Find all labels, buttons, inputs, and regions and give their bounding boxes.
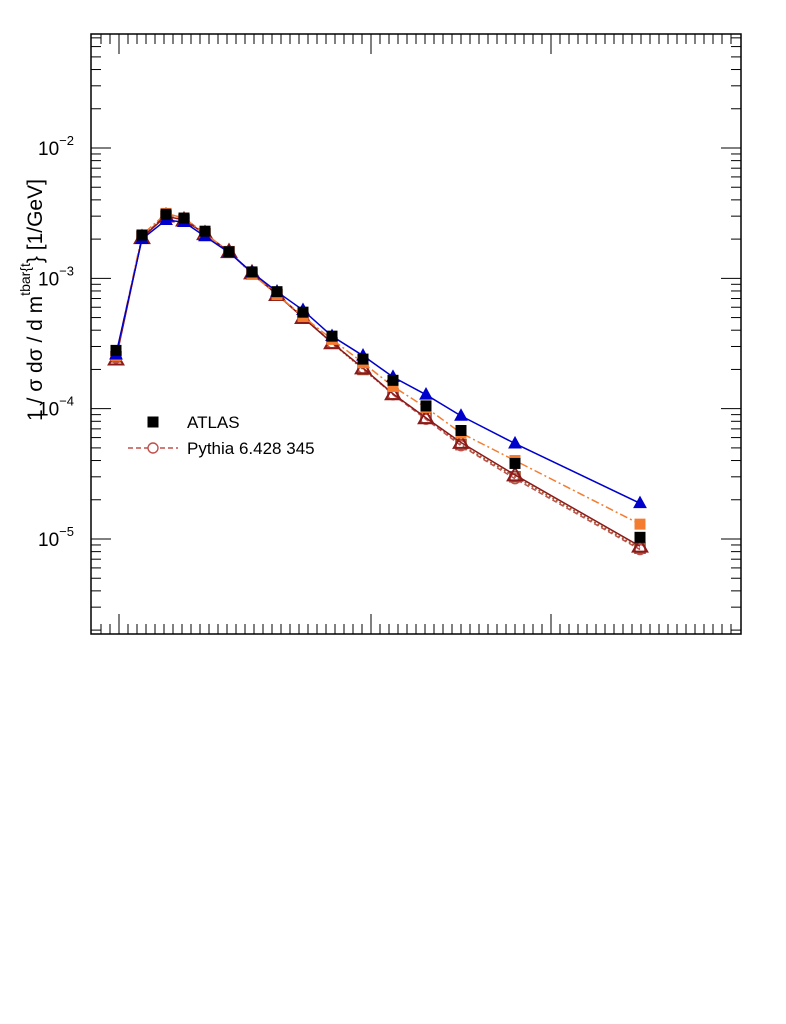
data-point bbox=[419, 387, 433, 400]
data-point bbox=[384, 384, 402, 401]
data-point bbox=[136, 229, 148, 241]
series-5 bbox=[109, 212, 647, 509]
data-point bbox=[326, 330, 338, 342]
data-point bbox=[110, 344, 122, 356]
data-point bbox=[634, 518, 646, 530]
y-tick-labels: 10−2 10−3 10−4 10−5 bbox=[38, 133, 74, 551]
data-point bbox=[631, 537, 649, 553]
series-3 bbox=[110, 210, 646, 554]
data-point bbox=[387, 374, 399, 386]
data-point bbox=[297, 306, 309, 318]
data-point bbox=[454, 408, 468, 421]
legend-label-pythia: Pythia 6.428 345 bbox=[187, 439, 315, 458]
data-point bbox=[223, 246, 235, 258]
data-point bbox=[634, 531, 646, 543]
data-point bbox=[455, 424, 467, 436]
data-point bbox=[633, 495, 647, 509]
series-line bbox=[115, 215, 641, 547]
data-point bbox=[508, 435, 522, 449]
series-line bbox=[115, 212, 641, 525]
legend-marker-pythia bbox=[147, 442, 159, 454]
data-point bbox=[178, 212, 190, 224]
data-point bbox=[357, 353, 369, 365]
data-point bbox=[509, 457, 521, 469]
data-point bbox=[271, 286, 283, 298]
data-point bbox=[199, 225, 211, 237]
data-point bbox=[420, 400, 432, 412]
series-layer bbox=[107, 206, 649, 556]
series-0 bbox=[110, 208, 646, 543]
data-point bbox=[452, 433, 470, 449]
series-line bbox=[115, 219, 641, 504]
data-point bbox=[417, 408, 435, 425]
series-4 bbox=[107, 206, 649, 553]
legend-label-atlas: ATLAS bbox=[187, 413, 240, 432]
legend-marker-atlas bbox=[147, 416, 159, 428]
series-2 bbox=[110, 207, 646, 530]
y-tick-label: 10−2 bbox=[38, 133, 74, 160]
y-tick-label: 10−4 bbox=[38, 394, 74, 421]
series-line bbox=[115, 215, 641, 549]
y-tick-label: 10−5 bbox=[38, 524, 74, 551]
data-point bbox=[160, 208, 172, 220]
series-line bbox=[115, 213, 641, 551]
data-point bbox=[509, 473, 521, 485]
y-axis-label: 1 / σ dσ / d mtbar{t} [1/GeV] bbox=[17, 179, 47, 421]
legend: ATLAS Pythia 6.428 345 bbox=[128, 413, 315, 458]
data-point bbox=[246, 266, 258, 278]
data-point bbox=[506, 465, 524, 482]
y-tick-label: 10−3 bbox=[38, 263, 74, 290]
axis-ticks bbox=[91, 34, 741, 634]
